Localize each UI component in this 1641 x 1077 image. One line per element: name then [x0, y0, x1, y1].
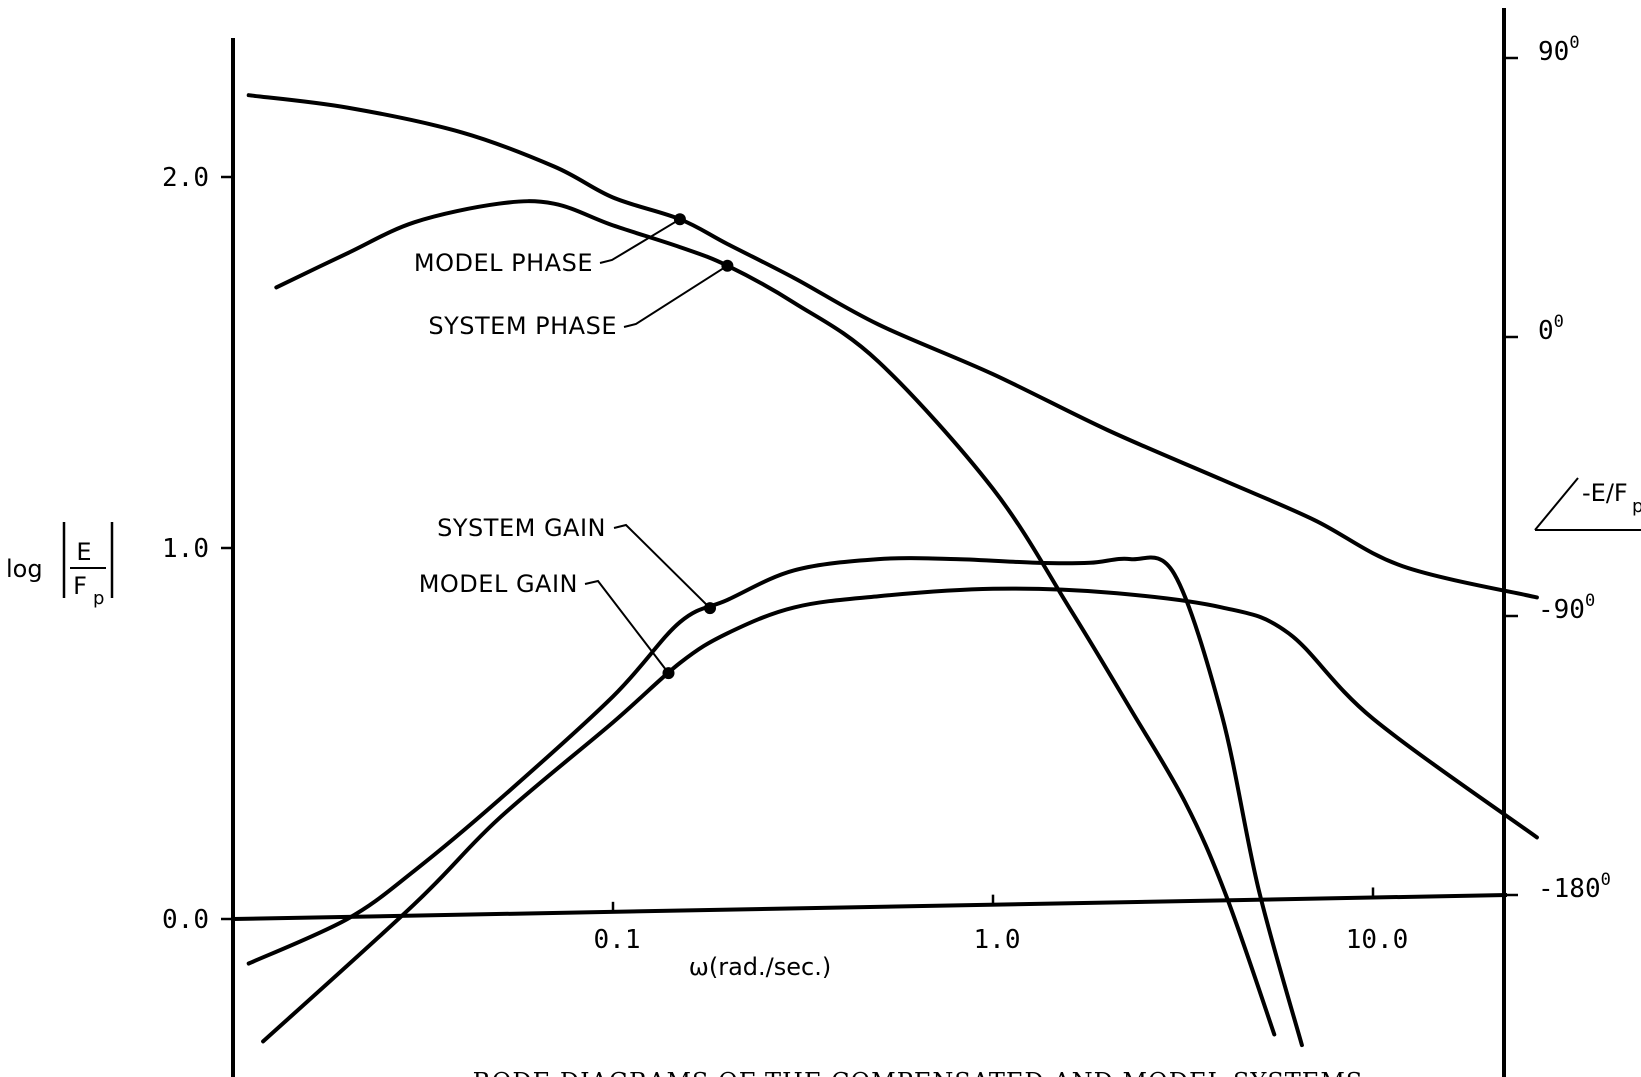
- x-axis-tick-label: 10.0: [1346, 925, 1409, 955]
- annotations-group: MODEL PHASE SYSTEM PHASE SYSTEM GAIN MODEL …: [414, 213, 734, 680]
- left-axis-tick-label: 0.0: [162, 905, 209, 935]
- x-axis-line: [232, 893, 1508, 921]
- system-phase-callout-dot: [721, 259, 734, 272]
- left-axis-tick-label: 2.0: [162, 163, 209, 193]
- left-axis-label-prefix: log: [6, 555, 43, 583]
- model-gain-callout-dot: [662, 667, 675, 680]
- system-phase-callout-label: SYSTEM PHASE: [428, 312, 617, 340]
- left-axis-label: log E F p: [6, 522, 114, 609]
- right-axis-tick-label: 900: [1538, 33, 1580, 67]
- model-gain-curve: [261, 586, 1539, 1044]
- x-axis-tick-label: 0.1: [594, 925, 641, 955]
- model-gain-callout-leader: [584, 579, 670, 674]
- right-axis-tick-label: -1800: [1538, 870, 1611, 904]
- system-gain-callout-dot: [704, 602, 716, 615]
- right-axis-label: -E/F p: [1534, 477, 1641, 531]
- left-axis-label-denominator: F: [73, 572, 87, 600]
- right-axis-tick-label: 00: [1538, 312, 1564, 346]
- system-gain-callout-leader: [613, 523, 711, 609]
- right-axis-tick-label: -900: [1538, 591, 1595, 625]
- model-phase-callout-label: MODEL PHASE: [414, 249, 593, 277]
- x-axis-label: ω(rad./sec.): [689, 953, 831, 981]
- system-phase-curve: [274, 199, 1277, 1037]
- right-axis-label-subscript: p: [1632, 496, 1641, 517]
- model-gain-callout-label: MODEL GAIN: [419, 570, 578, 598]
- model-phase-callout-leader: [599, 218, 681, 264]
- system-phase-callout-leader: [623, 264, 728, 328]
- model-phase-callout-dot: [673, 213, 686, 226]
- right-axis-label-text: -E/F: [1582, 479, 1628, 507]
- left-axis-tick-label: 1.0: [162, 534, 209, 564]
- axes-group: 0.0 1.0 2.0 0.1 1.0 10.0 900 00 -900 -1800: [162, 8, 1611, 1077]
- curves-group: [246, 93, 1539, 1048]
- system-gain-curve: [246, 555, 1304, 1048]
- left-axis-label-numerator: E: [76, 538, 91, 566]
- system-gain-callout-label: SYSTEM GAIN: [437, 514, 606, 542]
- left-axis-label-subscript: p: [93, 588, 104, 609]
- chart-caption: BODE DIAGRAMS OF THE COMPENSATED AND MOD…: [473, 1068, 1364, 1077]
- x-axis-tick-label: 1.0: [974, 925, 1021, 955]
- model-phase-curve: [246, 93, 1539, 600]
